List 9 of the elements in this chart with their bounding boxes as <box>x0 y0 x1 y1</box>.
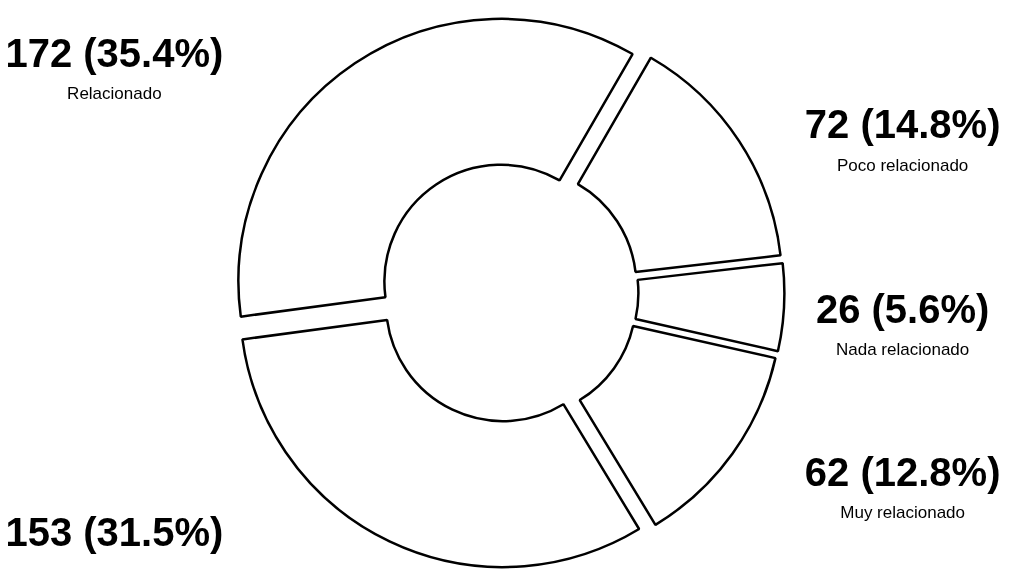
data-label: 72 (14.8%) <box>804 102 1001 147</box>
slice-label: Nada relacionado <box>836 340 970 360</box>
data-label: 26 (5.6%) <box>815 287 990 332</box>
slice-label: Muy relacionado <box>840 503 966 523</box>
data-label: 153 (31.5%) <box>5 509 224 554</box>
data-label: 62 (12.8%) <box>804 449 1001 494</box>
slice-label: Poco relacionado <box>836 155 969 175</box>
data-label: 172 (35.4%) <box>5 31 224 76</box>
slice-label: Relacionado <box>67 84 162 104</box>
